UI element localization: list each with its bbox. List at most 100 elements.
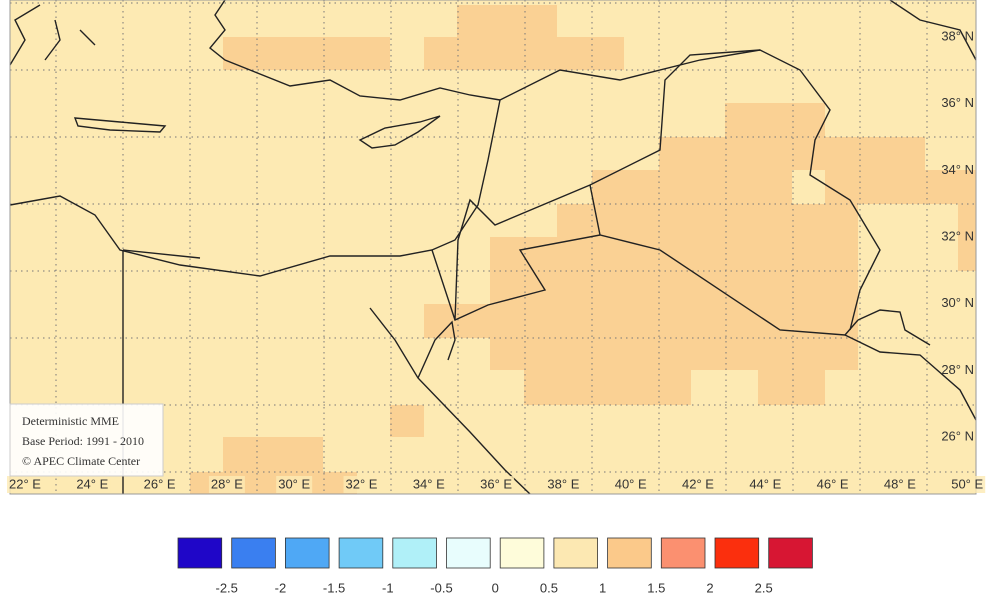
lat-label: 26° N: [941, 429, 974, 444]
colorbar-swatch: [768, 537, 813, 569]
coastline: [369, 307, 531, 495]
info-box: Deterministic MME Base Period: 1991 - 20…: [9, 403, 164, 477]
colorbar-swatch: [499, 537, 545, 569]
colorbar-label: -2.5: [215, 580, 237, 595]
cell: [390, 405, 424, 437]
cell: [825, 170, 976, 204]
map: 22° E 24° E 26° E 28° E 30° E 32° E 34° E 36° E…: [7, 0, 986, 495]
lon-label: 42° E: [682, 476, 714, 491]
border: [889, 0, 977, 61]
lat-label: 32° N: [941, 229, 974, 244]
cell: [758, 370, 825, 405]
info-line: Base Period: 1991 - 2010: [22, 434, 144, 448]
lat-labels: 38° N 36° N 34° N 32° N 30° N 28° N 26° N: [941, 28, 974, 443]
colorbar-label: 1.5: [647, 580, 665, 595]
colorbar-label: -2: [275, 580, 287, 595]
lon-label: 46° E: [817, 476, 849, 491]
colorbar-swatch: [660, 537, 706, 569]
lon-label: 24° E: [76, 476, 108, 491]
info-line: Deterministic MME: [22, 414, 119, 428]
cell: [725, 103, 825, 137]
lon-label: 34° E: [413, 476, 445, 491]
colorbar-label: 0.5: [540, 580, 558, 595]
cell: [424, 304, 858, 338]
cell: [958, 204, 976, 271]
lon-label: 38° E: [547, 476, 579, 491]
lat-label: 28° N: [941, 362, 974, 377]
colorbar-label: 2: [706, 580, 713, 595]
colorbar-label: -1.5: [323, 580, 345, 595]
colorbar-swatch: [446, 537, 491, 569]
label-background: [612, 476, 649, 493]
lon-label: 28° E: [211, 476, 243, 491]
label-background: [7, 476, 43, 493]
lon-label: 48° E: [884, 476, 916, 491]
label-background: [343, 476, 380, 493]
colorbar-swatch: [284, 537, 330, 569]
lat-label: 36° N: [941, 95, 974, 110]
colorbar-label: -0.5: [430, 580, 452, 595]
cell: [223, 37, 390, 70]
island: [358, 115, 441, 149]
cell: [592, 170, 792, 204]
coastline: [209, 0, 501, 101]
coastline: [857, 309, 931, 346]
label-background: [814, 476, 851, 493]
map-frame: [9, 0, 977, 495]
label-background: [949, 476, 986, 493]
border: [431, 234, 859, 336]
label-background: [881, 476, 918, 493]
cell: [223, 437, 323, 472]
label-background: [680, 476, 716, 493]
coastline: [9, 99, 501, 277]
label-background: [141, 476, 178, 493]
lon-label: 22° E: [9, 476, 41, 491]
lon-label: 36° E: [480, 476, 512, 491]
lon-label: 50° E: [951, 476, 983, 491]
colorbar-label: -1: [382, 580, 394, 595]
coastline: [9, 4, 96, 66]
cell: [524, 370, 691, 405]
lon-label: 26° E: [144, 476, 176, 491]
lat-label: 30° N: [941, 295, 974, 310]
cell: [659, 137, 825, 170]
colorbar-label: 1: [599, 580, 606, 595]
colorbar-swatch: [607, 537, 652, 569]
colorbar-swatch: [392, 537, 437, 569]
colorbar-label: 2.5: [755, 580, 773, 595]
label-background: [747, 476, 784, 493]
cell: [457, 5, 557, 38]
lon-label: 30° E: [278, 476, 310, 491]
info-line: © APEC Climate Center: [22, 454, 140, 468]
cell: [557, 204, 858, 237]
island: [73, 117, 167, 133]
border: [499, 49, 881, 331]
colorbar-swatch: [714, 537, 760, 569]
info-background: [9, 403, 164, 477]
anomaly-cells: [190, 5, 976, 494]
label-background: [478, 476, 515, 493]
colorbar-swatch: [338, 537, 384, 569]
cell: [424, 37, 624, 70]
label-background: [208, 476, 245, 493]
colorbar-swatch: [553, 537, 599, 569]
label-background: [276, 476, 313, 493]
cell: [490, 338, 858, 370]
lon-labels: 22° E 24° E 26° E 28° E 30° E 32° E 34° E 36° E…: [7, 476, 986, 493]
lon-label: 32° E: [346, 476, 378, 491]
colorbar-swatch: [231, 537, 276, 569]
lat-label: 34° N: [941, 162, 974, 177]
label-background: [545, 476, 582, 493]
colorbar-label: 0: [492, 580, 499, 595]
grid: [10, 0, 976, 494]
label-background: [410, 476, 447, 493]
label-background: [74, 476, 111, 493]
lat-label: 38° N: [941, 28, 974, 43]
border: [589, 184, 977, 421]
cell: [825, 137, 925, 170]
lon-label: 44° E: [749, 476, 781, 491]
coastline: [417, 320, 456, 379]
colorbar: -2.5 -2 -1.5 -1 -0.5 0 0.5 1 1.5 2 2.5: [177, 537, 813, 595]
